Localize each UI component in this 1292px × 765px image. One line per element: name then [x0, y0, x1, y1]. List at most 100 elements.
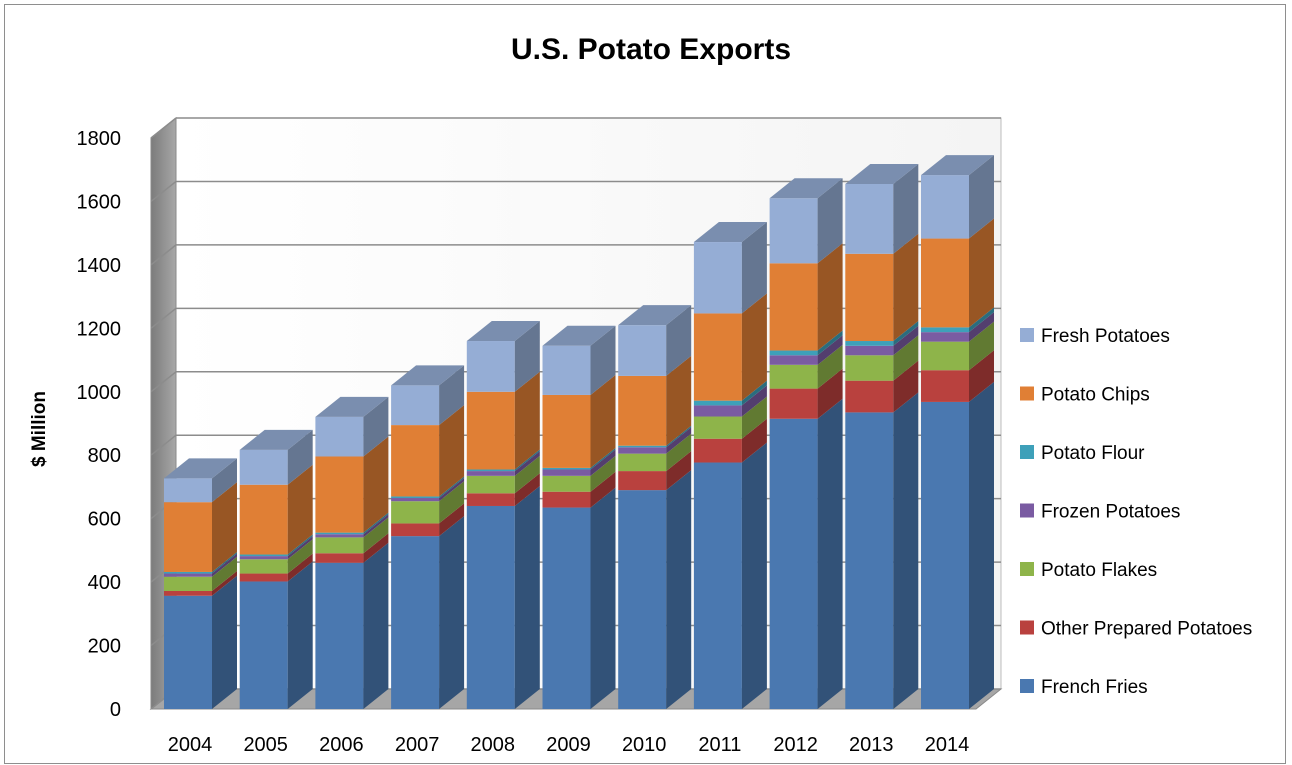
bar-french-fries-2013 — [845, 412, 894, 709]
bar-potato-flour-2005 — [239, 554, 288, 557]
bar-french-fries-2007-side — [439, 516, 465, 709]
bar-other-prepared-potatoes-2011-side — [741, 418, 767, 463]
y-tick-label: 200 — [88, 636, 121, 658]
bar-potato-chips-2011-side — [741, 293, 767, 401]
bar-frozen-potatoes-2014 — [921, 332, 969, 342]
bar-french-fries-2014-side — [969, 381, 994, 709]
x-tick-label: 2014 — [925, 734, 970, 756]
bar-potato-flour-2008 — [466, 469, 515, 472]
bar-potato-flakes-2005 — [239, 559, 288, 574]
bar-stack-2008 — [466, 321, 540, 709]
bar-fresh-potatoes-2008-side — [514, 321, 540, 392]
gridline-side — [150, 180, 177, 203]
chart-title: U.S. Potato Exports — [511, 33, 791, 66]
y-tick-label: 600 — [88, 509, 121, 531]
bar-other-prepared-potatoes-2004-side — [212, 570, 237, 596]
bar-stack-2010 — [618, 305, 692, 709]
bar-other-prepared-potatoes-2011 — [693, 438, 742, 463]
bar-stack-2005 — [239, 429, 313, 709]
bar-frozen-potatoes-2013 — [845, 345, 894, 356]
bar-other-prepared-potatoes-2008-side — [514, 473, 540, 506]
y-tick-label: 1800 — [77, 128, 122, 150]
bar-fresh-potatoes-2008-top — [466, 321, 540, 342]
bar-potato-flakes-2014-side — [969, 321, 994, 371]
bar-french-fries-2011-side — [741, 442, 767, 709]
bar-frozen-potatoes-2006 — [315, 534, 364, 538]
bar-fresh-potatoes-2012 — [769, 198, 818, 264]
bar-potato-flakes-2006-side — [363, 517, 389, 554]
bar-frozen-potatoes-2006-side — [363, 514, 389, 538]
bar-stack-2004 — [164, 458, 237, 709]
bar-potato-flour-2007-side — [439, 476, 465, 499]
bar-fresh-potatoes-2009 — [542, 345, 591, 395]
bar-other-prepared-potatoes-2014 — [921, 370, 969, 402]
bar-frozen-potatoes-2012-side — [817, 335, 843, 365]
bar-other-prepared-potatoes-2006 — [315, 553, 364, 563]
bar-fresh-potatoes-2013 — [845, 183, 894, 254]
bar-frozen-potatoes-2008-side — [514, 451, 540, 476]
legend-swatch — [1020, 328, 1034, 342]
bar-potato-chips-2010-side — [666, 355, 692, 446]
legend-label: Potato Chips — [1041, 385, 1150, 406]
bar-other-prepared-potatoes-2013-side — [893, 360, 919, 413]
bar-potato-chips-2009 — [542, 394, 591, 468]
bar-fresh-potatoes-2008 — [466, 341, 515, 392]
bar-potato-flour-2006 — [315, 532, 364, 535]
bar-potato-chips-2010 — [618, 375, 667, 446]
bar-fresh-potatoes-2012-side — [817, 178, 843, 264]
bar-other-prepared-potatoes-2013 — [845, 380, 894, 413]
bar-fresh-potatoes-2004 — [164, 478, 212, 503]
bar-potato-chips-2006 — [315, 456, 364, 533]
bar-fresh-potatoes-2012-top — [769, 178, 843, 199]
bar-potato-flakes-2010-side — [666, 433, 692, 472]
y-axis-label: $ Million — [29, 391, 50, 467]
bar-fresh-potatoes-2011 — [693, 242, 742, 314]
bar-other-prepared-potatoes-2010 — [618, 471, 667, 491]
bar-fresh-potatoes-2005-side — [287, 429, 313, 485]
bar-potato-flakes-2010 — [618, 453, 667, 472]
bar-stack-2013 — [845, 163, 919, 709]
bar-potato-flakes-2009 — [542, 475, 591, 492]
bar-frozen-potatoes-2007 — [391, 498, 440, 502]
bar-fresh-potatoes-2013-side — [893, 163, 919, 254]
x-axis-ticks: 2004 2005 2006 2007 2008 2009 2010 2011 2012 2013… — [168, 734, 970, 756]
bar-potato-flour-2012 — [769, 350, 818, 356]
bar-fresh-potatoes-2009-side — [590, 325, 616, 395]
bar-fresh-potatoes-2006-top — [315, 396, 389, 417]
bar-fresh-potatoes-2014 — [921, 175, 969, 239]
bar-fresh-potatoes-2009-top — [542, 325, 616, 346]
bar-potato-flour-2006-side — [363, 512, 389, 535]
bar-potato-flour-2008-side — [514, 449, 540, 472]
bar-potato-flakes-2012-side — [817, 344, 843, 389]
bar-frozen-potatoes-2011-side — [741, 385, 767, 417]
legend-label: Potato Flour — [1041, 443, 1145, 464]
bar-potato-flour-2004-side — [212, 551, 237, 574]
legend-swatch — [1020, 503, 1034, 518]
bar-french-fries-2010-side — [666, 470, 692, 709]
bar-french-fries-2008-side — [514, 485, 540, 709]
bar-other-prepared-potatoes-2004 — [164, 590, 212, 596]
bar-potato-flour-2013-side — [893, 321, 919, 346]
bar-french-fries-2004-side — [212, 575, 237, 709]
bar-fresh-potatoes-2005 — [239, 449, 288, 485]
bar-fresh-potatoes-2007-top — [391, 365, 465, 386]
bar-frozen-potatoes-2005 — [239, 556, 288, 560]
bar-fresh-potatoes-2006 — [315, 416, 364, 457]
bar-fresh-potatoes-2014-side — [969, 155, 994, 239]
x-tick-label: 2004 — [168, 734, 213, 756]
bar-fresh-potatoes-2011-side — [741, 222, 767, 314]
y-tick-label: 400 — [88, 572, 121, 594]
legend-label: Fresh Potatoes — [1041, 326, 1170, 347]
y-tick-label: 1400 — [77, 255, 122, 277]
bar-french-fries-2011 — [693, 462, 742, 709]
bar-stack-2006 — [315, 396, 389, 709]
bar-potato-flakes-2007-side — [439, 481, 465, 524]
x-tick-label: 2005 — [243, 734, 288, 756]
bar-french-fries-2010 — [618, 490, 667, 709]
bar-other-prepared-potatoes-2014-side — [969, 350, 994, 402]
bar-frozen-potatoes-2008 — [466, 471, 515, 476]
bar-other-prepared-potatoes-2005-side — [287, 553, 313, 582]
bar-french-fries-2009 — [542, 507, 591, 709]
x-tick-label: 2013 — [849, 734, 894, 756]
bar-other-prepared-potatoes-2010-side — [666, 451, 692, 491]
